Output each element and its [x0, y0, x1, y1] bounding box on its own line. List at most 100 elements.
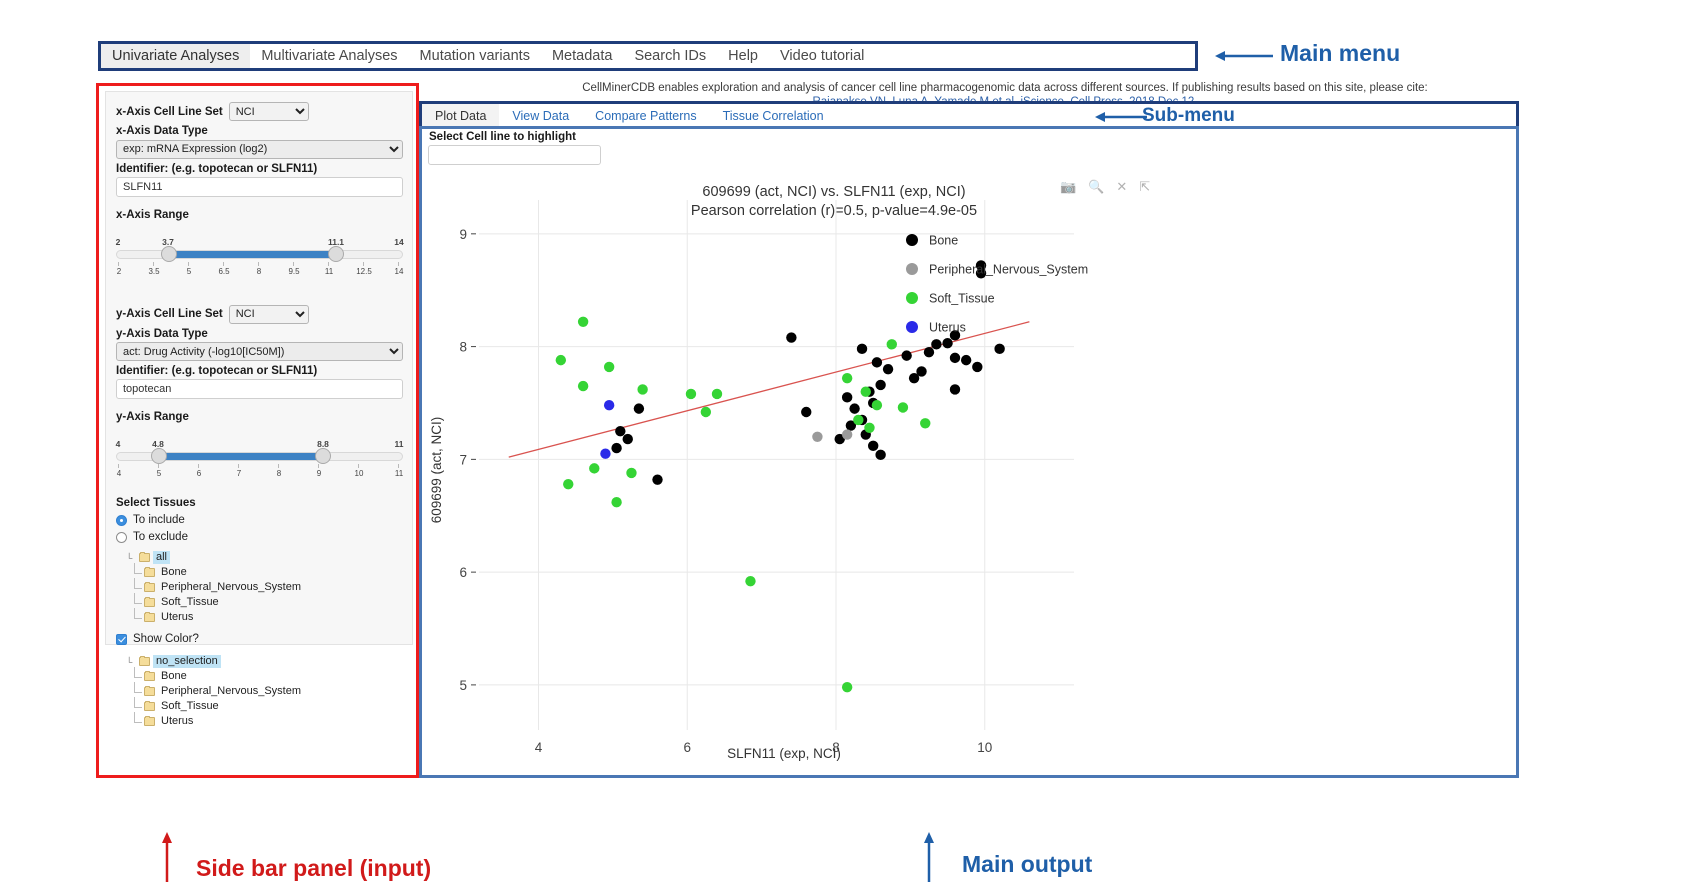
tab-plot-data[interactable]: Plot Data — [422, 104, 500, 128]
tree-node-no-selection[interactable]: └ no_selection — [126, 655, 402, 668]
radio-include-icon[interactable] — [116, 514, 127, 526]
data-point[interactable] — [603, 361, 615, 373]
x-range-handle-high[interactable] — [328, 245, 344, 262]
tree-color-node-soft-tissue[interactable]: Soft_Tissue — [134, 697, 402, 713]
legend-label[interactable]: Soft_Tissue — [929, 292, 995, 306]
plot-legend[interactable]: Bone Peripheral_Nervous_System Soft_Tissue… — [906, 234, 1088, 335]
data-point[interactable] — [860, 386, 871, 397]
legend-marker[interactable] — [906, 292, 918, 304]
y-range-handle-low[interactable] — [151, 448, 167, 464]
data-point[interactable] — [972, 361, 983, 373]
data-point[interactable] — [886, 339, 897, 350]
checkbox-checked-icon[interactable] — [116, 633, 127, 645]
highlight-cell-line-input[interactable] — [428, 145, 601, 165]
x-identifier-input[interactable] — [116, 176, 403, 197]
expander-icon[interactable]: └ — [126, 552, 133, 563]
tree-color-node-bone[interactable]: Bone — [134, 667, 402, 683]
data-point[interactable] — [856, 343, 868, 355]
data-point[interactable] — [563, 478, 574, 490]
data-point[interactable] — [849, 403, 860, 414]
data-point[interactable] — [615, 425, 626, 437]
data-point[interactable] — [700, 406, 712, 418]
main-menu-item-univariate-analyses[interactable]: Univariate Analyses — [101, 44, 251, 68]
zoom-icon[interactable]: 🔍 — [1088, 179, 1105, 194]
legend-marker[interactable] — [906, 234, 918, 246]
data-point[interactable] — [637, 384, 648, 395]
tree-node-peripheral-nervous-system[interactable]: Peripheral_Nervous_System — [134, 578, 402, 594]
data-point[interactable] — [633, 403, 645, 414]
tree-node-bone[interactable]: Bone — [134, 563, 402, 579]
tree-color-node-uterus[interactable]: Uterus — [134, 712, 402, 728]
data-point[interactable] — [652, 474, 663, 485]
data-point[interactable] — [920, 418, 931, 429]
data-point[interactable] — [960, 354, 972, 366]
data-point[interactable] — [841, 681, 853, 693]
data-point[interactable] — [901, 350, 912, 361]
data-point[interactable] — [786, 332, 797, 343]
data-point[interactable] — [603, 400, 615, 411]
y-cell-line-set-select[interactable]: NCI — [228, 304, 309, 324]
radio-exclude-icon[interactable] — [116, 531, 127, 543]
tree-node-all[interactable]: └ all — [126, 551, 402, 564]
data-point[interactable] — [949, 330, 961, 341]
data-point[interactable] — [942, 338, 953, 349]
tab-view-data[interactable]: View Data — [499, 104, 582, 128]
autoscale-icon[interactable]: ⇱ — [1139, 179, 1151, 194]
tab-tissue-correlation[interactable]: Tissue Correlation — [710, 104, 837, 128]
legend-label[interactable]: Bone — [929, 234, 958, 248]
data-point[interactable] — [589, 463, 600, 474]
data-point[interactable] — [812, 431, 823, 443]
data-point[interactable] — [875, 379, 886, 391]
data-point[interactable] — [745, 575, 756, 587]
data-point[interactable] — [908, 372, 920, 384]
y-identifier-input[interactable] — [116, 379, 403, 399]
data-point[interactable] — [897, 402, 909, 413]
x-axis-range-slider[interactable]: 2 3.7 11.1 14 2 3.5 5 6.5 8 9.5 11 12. — [116, 237, 404, 277]
data-point[interactable] — [555, 354, 567, 366]
y-range-handle-high[interactable] — [315, 448, 331, 464]
legend-marker[interactable] — [906, 263, 918, 275]
data-point[interactable] — [841, 392, 853, 403]
data-point[interactable] — [871, 400, 883, 411]
data-point[interactable] — [577, 380, 589, 392]
data-point[interactable] — [949, 352, 961, 364]
data-point[interactable] — [853, 414, 864, 426]
data-point[interactable] — [611, 497, 622, 508]
data-point[interactable] — [626, 467, 637, 479]
data-point[interactable] — [685, 388, 697, 400]
data-point[interactable] — [916, 366, 927, 377]
data-point[interactable] — [931, 339, 942, 350]
data-point[interactable] — [975, 268, 987, 279]
data-point[interactable] — [622, 433, 633, 445]
data-point[interactable] — [875, 449, 886, 461]
data-point[interactable] — [611, 442, 622, 454]
data-point[interactable] — [864, 422, 875, 433]
expander-icon[interactable]: └ — [126, 656, 133, 667]
y-axis-range-slider[interactable]: 4 4.8 8.8 11 4 5 6 7 8 9 10 11 — [116, 439, 404, 479]
main-menu-item-help[interactable]: Help — [717, 44, 769, 68]
pan-icon[interactable]: ✕ — [1116, 179, 1128, 194]
data-point[interactable] — [994, 343, 1005, 355]
data-point[interactable] — [845, 420, 857, 431]
data-point[interactable] — [867, 440, 879, 452]
tree-color-node-peripheral-nervous-system[interactable]: Peripheral_Nervous_System — [134, 682, 402, 698]
plotly-modebar[interactable]: 📷 🔍 ✕ ⇱ — [1060, 179, 1150, 195]
x-data-type-select[interactable]: exp: mRNA Expression (log2) — [116, 139, 403, 159]
main-menu-item-multivariate-analyses[interactable]: Multivariate Analyses — [250, 44, 408, 68]
data-point[interactable] — [882, 363, 894, 375]
data-point[interactable] — [834, 433, 845, 445]
main-menu-item-video-tutorial[interactable]: Video tutorial — [769, 44, 875, 68]
main-menu-item-metadata[interactable]: Metadata — [541, 44, 623, 68]
legend-label[interactable]: Uterus — [929, 321, 966, 335]
main-menu-item-mutation-variants[interactable]: Mutation variants — [409, 44, 541, 68]
y-data-type-select[interactable]: act: Drug Activity (-log10[IC50M]) — [116, 342, 403, 361]
data-point[interactable] — [841, 429, 853, 440]
data-point[interactable] — [841, 372, 853, 384]
tree-node-uterus[interactable]: Uterus — [134, 608, 402, 624]
camera-icon[interactable]: 📷 — [1060, 179, 1077, 194]
x-cell-line-set-select[interactable]: NCI — [228, 102, 309, 121]
data-point[interactable] — [949, 384, 961, 395]
tissue-mode-exclude[interactable]: To exclude — [116, 531, 402, 543]
legend-marker[interactable] — [906, 321, 918, 333]
tab-compare-patterns[interactable]: Compare Patterns — [582, 104, 709, 128]
